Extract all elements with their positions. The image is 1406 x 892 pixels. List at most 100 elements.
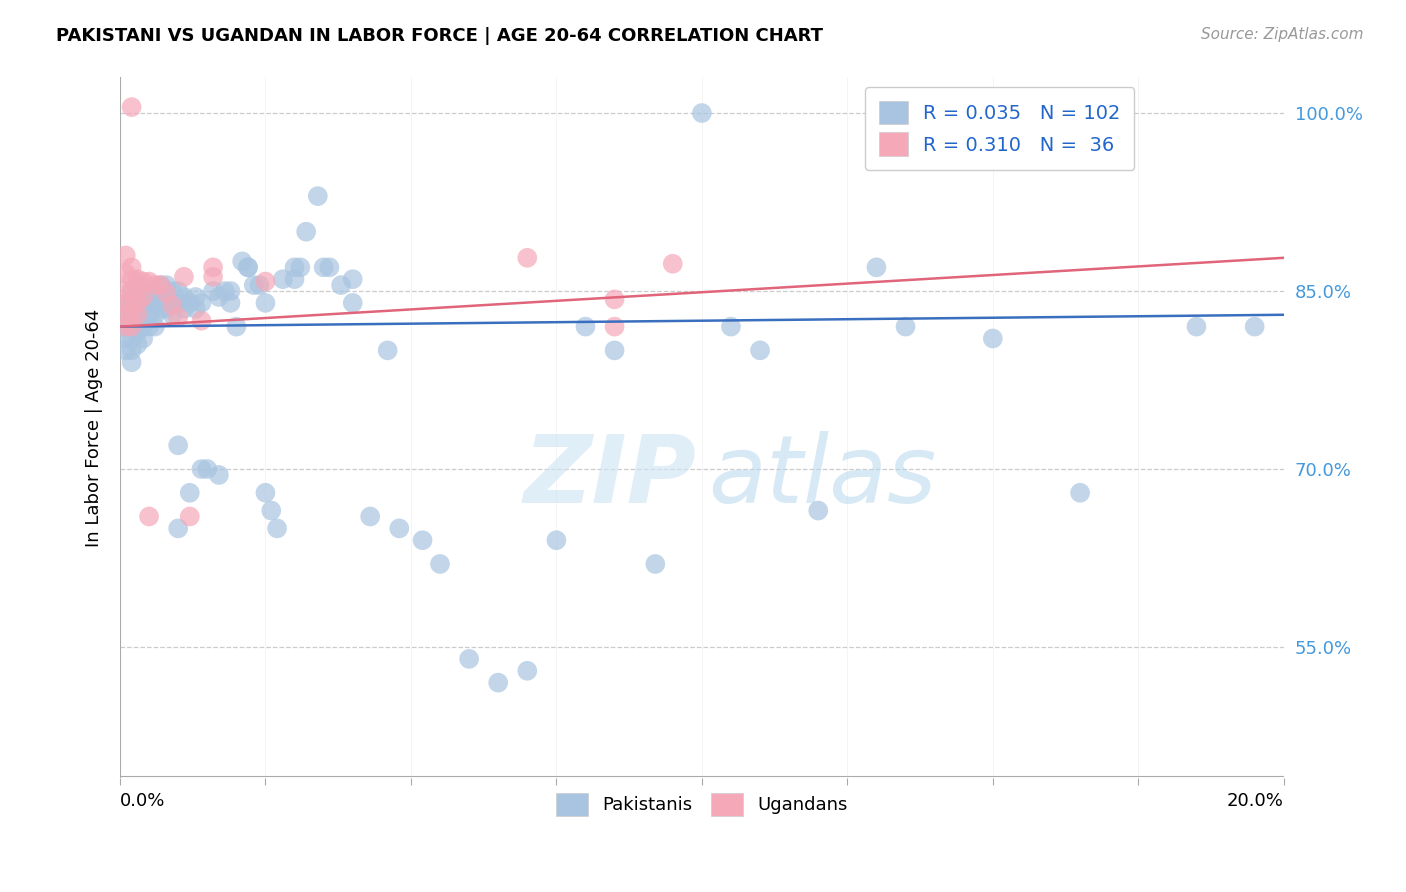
Point — [179, 485, 201, 500]
Point — [149, 278, 172, 293]
Point — [254, 275, 277, 289]
Point — [121, 319, 143, 334]
Point — [114, 343, 136, 358]
Point — [173, 290, 195, 304]
Point — [644, 557, 666, 571]
Point — [143, 284, 166, 298]
Point — [167, 521, 190, 535]
Point — [127, 284, 149, 298]
Point — [486, 675, 509, 690]
Point — [132, 308, 155, 322]
Point — [132, 331, 155, 345]
Point — [249, 278, 271, 293]
Point — [114, 284, 136, 298]
Text: PAKISTANI VS UGANDAN IN LABOR FORCE | AGE 20-64 CORRELATION CHART: PAKISTANI VS UGANDAN IN LABOR FORCE | AG… — [56, 27, 824, 45]
Point — [114, 308, 136, 322]
Point — [236, 260, 259, 275]
Point — [214, 284, 236, 298]
Point — [388, 521, 411, 535]
Point — [195, 462, 218, 476]
Point — [143, 319, 166, 334]
Point — [225, 319, 247, 334]
Point — [167, 310, 190, 325]
Point — [202, 260, 225, 275]
Point — [377, 343, 399, 358]
Point — [114, 319, 136, 334]
Point — [138, 284, 160, 298]
Point — [254, 296, 277, 310]
Point — [121, 319, 143, 334]
Point — [155, 286, 177, 301]
Point — [162, 296, 184, 310]
Point — [114, 319, 136, 334]
Point — [132, 319, 155, 334]
Point — [603, 293, 626, 307]
Point — [155, 290, 177, 304]
Point — [167, 296, 190, 310]
Point — [121, 296, 143, 310]
Point — [127, 326, 149, 340]
Point — [138, 275, 160, 289]
Point — [121, 284, 143, 298]
Point — [121, 308, 143, 322]
Point — [202, 269, 225, 284]
Point — [149, 301, 172, 316]
Point — [359, 509, 381, 524]
Point — [295, 225, 318, 239]
Text: 0.0%: 0.0% — [120, 792, 166, 810]
Point — [155, 301, 177, 316]
Point — [149, 290, 172, 304]
Point — [318, 260, 340, 275]
Point — [290, 260, 312, 275]
Point — [202, 284, 225, 298]
Point — [179, 296, 201, 310]
Y-axis label: In Labor Force | Age 20-64: In Labor Force | Age 20-64 — [86, 309, 103, 547]
Point — [114, 296, 136, 310]
Point — [127, 296, 149, 310]
Point — [271, 272, 294, 286]
Point — [114, 248, 136, 262]
Point — [138, 296, 160, 310]
Point — [865, 260, 887, 275]
Point — [260, 503, 283, 517]
Point — [546, 533, 568, 548]
Point — [132, 296, 155, 310]
Point — [1243, 319, 1265, 334]
Point — [184, 301, 207, 316]
Point — [283, 260, 305, 275]
Point — [138, 308, 160, 322]
Text: atlas: atlas — [707, 431, 936, 522]
Point — [807, 503, 830, 517]
Point — [121, 272, 143, 286]
Point — [149, 278, 172, 293]
Point — [114, 308, 136, 322]
Point — [121, 308, 143, 322]
Point — [603, 319, 626, 334]
Point — [127, 278, 149, 293]
Point — [127, 272, 149, 286]
Point — [162, 298, 184, 312]
Point — [219, 284, 242, 298]
Point — [720, 319, 742, 334]
Point — [458, 652, 481, 666]
Point — [127, 308, 149, 322]
Point — [121, 331, 143, 345]
Point — [167, 284, 190, 298]
Point — [236, 260, 259, 275]
Point — [121, 284, 143, 298]
Point — [190, 314, 212, 328]
Point — [143, 296, 166, 310]
Point — [1185, 319, 1208, 334]
Point — [429, 557, 451, 571]
Point — [121, 100, 143, 114]
Point — [516, 251, 538, 265]
Point — [114, 266, 136, 280]
Point — [132, 275, 155, 289]
Point — [342, 272, 364, 286]
Point — [190, 296, 212, 310]
Point — [208, 290, 231, 304]
Point — [603, 343, 626, 358]
Point — [243, 278, 266, 293]
Point — [121, 343, 143, 358]
Point — [190, 462, 212, 476]
